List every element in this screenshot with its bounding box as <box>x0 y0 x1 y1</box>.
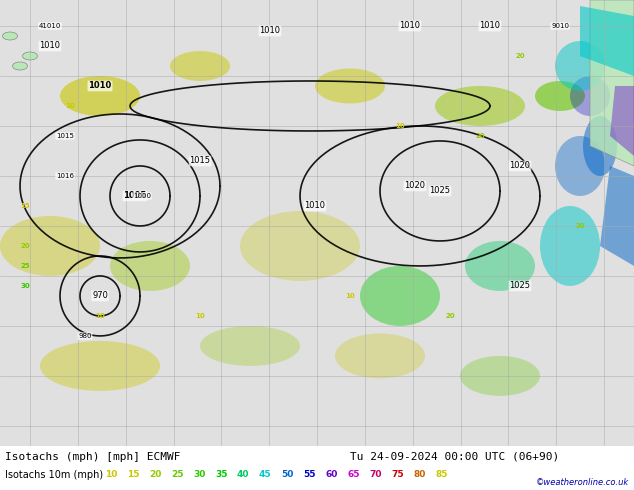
Text: 65: 65 <box>347 470 359 479</box>
Text: 20: 20 <box>20 243 30 249</box>
Text: 20: 20 <box>149 470 162 479</box>
Text: 1010: 1010 <box>479 22 500 30</box>
Text: 1025: 1025 <box>429 187 451 196</box>
Text: 1015: 1015 <box>56 133 74 139</box>
Text: 20: 20 <box>476 133 485 139</box>
Text: 1020: 1020 <box>404 181 425 191</box>
Ellipse shape <box>535 81 585 111</box>
Text: 10: 10 <box>65 103 75 109</box>
Text: 1015: 1015 <box>190 156 210 166</box>
Text: 9010: 9010 <box>551 23 569 29</box>
Text: 45: 45 <box>259 470 271 479</box>
Ellipse shape <box>13 62 27 70</box>
Ellipse shape <box>360 266 440 326</box>
Text: 10: 10 <box>395 123 405 129</box>
Text: 1016: 1016 <box>56 173 74 179</box>
Text: 10: 10 <box>95 313 105 319</box>
Ellipse shape <box>3 32 18 40</box>
Ellipse shape <box>583 116 617 176</box>
Polygon shape <box>580 6 634 76</box>
Text: 50: 50 <box>281 470 294 479</box>
Text: 1020: 1020 <box>510 162 531 171</box>
Text: 60: 60 <box>325 470 337 479</box>
Text: 10: 10 <box>345 293 355 299</box>
Text: Isotachs (mph) [mph] ECMWF: Isotachs (mph) [mph] ECMWF <box>5 452 181 462</box>
Text: 75: 75 <box>391 470 404 479</box>
Text: 41010: 41010 <box>39 23 61 29</box>
Polygon shape <box>600 166 634 266</box>
Ellipse shape <box>200 326 300 366</box>
Ellipse shape <box>555 41 605 91</box>
Ellipse shape <box>570 76 610 116</box>
Text: Tu 24-09-2024 00:00 UTC (06+90): Tu 24-09-2024 00:00 UTC (06+90) <box>350 452 559 462</box>
Text: 1025: 1025 <box>510 281 531 291</box>
Text: 20: 20 <box>515 53 525 59</box>
Text: 1010: 1010 <box>39 42 60 50</box>
Text: 970: 970 <box>92 292 108 300</box>
Text: Isotachs 10m (mph): Isotachs 10m (mph) <box>5 470 103 480</box>
Text: 1010: 1010 <box>259 26 280 35</box>
Ellipse shape <box>460 356 540 396</box>
Text: 90: 90 <box>457 470 470 479</box>
Text: 40: 40 <box>237 470 250 479</box>
Ellipse shape <box>555 136 605 196</box>
Text: 15: 15 <box>127 470 139 479</box>
Ellipse shape <box>110 241 190 291</box>
Text: 25: 25 <box>171 470 183 479</box>
Text: 70: 70 <box>369 470 382 479</box>
Ellipse shape <box>0 216 100 276</box>
Text: 10: 10 <box>105 470 117 479</box>
Text: 1010: 1010 <box>88 81 112 91</box>
Text: 30: 30 <box>20 283 30 289</box>
Text: 85: 85 <box>435 470 448 479</box>
Polygon shape <box>610 86 634 156</box>
Text: 80: 80 <box>413 470 425 479</box>
Ellipse shape <box>315 69 385 103</box>
Ellipse shape <box>435 86 525 126</box>
Text: ©weatheronline.co.uk: ©weatheronline.co.uk <box>536 478 629 487</box>
Text: 1010: 1010 <box>399 22 420 30</box>
Ellipse shape <box>540 206 600 286</box>
Text: 20: 20 <box>575 223 585 229</box>
Text: 1000: 1000 <box>133 193 151 199</box>
Ellipse shape <box>40 341 160 391</box>
Text: 20: 20 <box>445 313 455 319</box>
Text: 30: 30 <box>193 470 205 479</box>
Ellipse shape <box>465 241 535 291</box>
Text: 35: 35 <box>215 470 228 479</box>
Polygon shape <box>590 0 634 166</box>
Text: 25: 25 <box>20 263 30 269</box>
Ellipse shape <box>170 51 230 81</box>
Text: 15: 15 <box>20 203 30 209</box>
Text: 10: 10 <box>195 313 205 319</box>
Text: 980: 980 <box>78 333 92 339</box>
Ellipse shape <box>240 211 360 281</box>
Ellipse shape <box>22 52 37 60</box>
Ellipse shape <box>335 333 425 378</box>
Text: 55: 55 <box>303 470 316 479</box>
Text: 1010: 1010 <box>304 201 325 210</box>
Text: 1005: 1005 <box>124 192 146 200</box>
Ellipse shape <box>60 76 140 116</box>
